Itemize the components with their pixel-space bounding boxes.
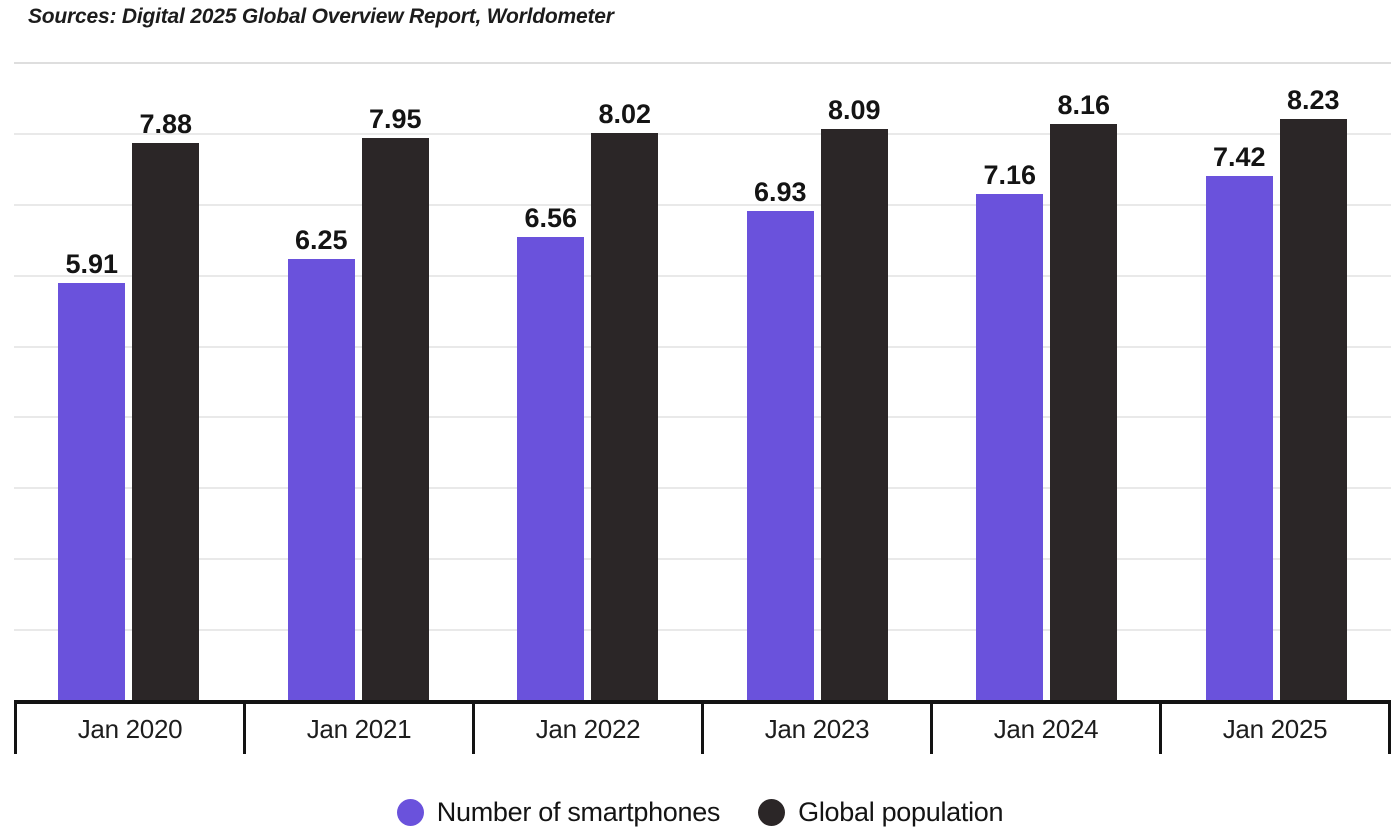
bar-groups: 5.91 7.88 6.25 7.95 6.56 8.02 6.93 8.09 7.16 8.16… <box>14 64 1391 702</box>
bar-global-population[interactable] <box>132 143 200 702</box>
value-label: 7.42 <box>1212 142 1266 173</box>
bar-column: 7.95 <box>361 64 429 702</box>
bar-column: 8.09 <box>820 64 888 702</box>
value-label: 8.02 <box>598 99 652 130</box>
x-axis-label-jan-2023: Jan 2023 <box>701 704 930 754</box>
value-label: 6.93 <box>753 176 807 207</box>
x-axis-label-jan-2021: Jan 2021 <box>243 704 472 754</box>
value-label: 7.16 <box>983 160 1037 191</box>
x-axis-label-jan-2025: Jan 2025 <box>1159 704 1388 754</box>
legend-label: Number of smartphones <box>436 797 721 827</box>
legend-dot-icon <box>758 799 786 826</box>
bar-column: 6.93 <box>746 64 814 702</box>
bar-column: 8.02 <box>591 64 659 702</box>
legend-item-number-of-smartphones[interactable]: Number of smartphones <box>396 797 721 828</box>
legend: Number of smartphones Global population <box>0 797 1400 828</box>
bar-number-of-smartphones[interactable] <box>58 283 126 702</box>
bar-column: 8.23 <box>1279 64 1347 702</box>
bar-global-population[interactable] <box>1279 118 1347 702</box>
gridline <box>14 132 1391 135</box>
plot-area: 5.91 7.88 6.25 7.95 6.56 8.02 6.93 8.09 7.16 8.16… <box>14 62 1391 702</box>
bar-number-of-smartphones[interactable] <box>746 210 814 702</box>
gridline <box>14 487 1391 490</box>
bar-number-of-smartphones[interactable] <box>287 258 355 702</box>
x-axis-label-jan-2024: Jan 2024 <box>930 704 1159 754</box>
x-axis-label-jan-2022: Jan 2022 <box>472 704 701 754</box>
value-label: 8.09 <box>827 94 881 125</box>
bar-column: 8.16 <box>1050 64 1118 702</box>
legend-item-global-population[interactable]: Global population <box>758 797 1004 828</box>
bar-group-jan-2022: 6.56 8.02 <box>473 64 703 702</box>
bar-group-jan-2020: 5.91 7.88 <box>14 64 244 702</box>
bar-number-of-smartphones[interactable] <box>1205 176 1273 702</box>
bar-global-population[interactable] <box>1050 123 1118 702</box>
bar-column: 7.42 <box>1205 64 1273 702</box>
legend-dot-icon <box>396 799 424 826</box>
value-label: 7.95 <box>368 104 422 135</box>
bar-group-jan-2021: 6.25 7.95 <box>244 64 474 702</box>
gridline <box>14 274 1391 277</box>
value-label: 5.91 <box>65 249 119 280</box>
gridline <box>14 203 1391 206</box>
value-label: 6.56 <box>524 202 578 233</box>
bar-group-jan-2025: 7.42 8.23 <box>1162 64 1392 702</box>
bar-global-population[interactable] <box>361 138 429 702</box>
bar-column: 6.25 <box>287 64 355 702</box>
gridline <box>14 416 1391 419</box>
bar-column: 6.56 <box>517 64 585 702</box>
gridline <box>14 558 1391 561</box>
bar-column: 7.16 <box>976 64 1044 702</box>
gridline <box>14 345 1391 348</box>
bar-global-population[interactable] <box>591 133 659 702</box>
value-label: 8.16 <box>1057 89 1111 120</box>
bar-group-jan-2023: 6.93 8.09 <box>703 64 933 702</box>
value-label: 8.23 <box>1286 84 1340 115</box>
x-axis: Jan 2020 Jan 2021 Jan 2022 Jan 2023 Jan 2024… <box>14 700 1391 754</box>
legend-label: Global population <box>798 797 1004 827</box>
bar-global-population[interactable] <box>820 128 888 702</box>
gridline <box>14 629 1391 632</box>
bar-number-of-smartphones[interactable] <box>517 236 585 702</box>
bar-column: 7.88 <box>132 64 200 702</box>
sources-caption: Sources: Digital 2025 Global Overview Re… <box>28 5 614 28</box>
value-label: 7.88 <box>139 109 193 140</box>
value-label: 6.25 <box>294 224 348 255</box>
bar-column: 5.91 <box>58 64 126 702</box>
bar-number-of-smartphones[interactable] <box>976 194 1044 702</box>
bar-group-jan-2024: 7.16 8.16 <box>932 64 1162 702</box>
x-axis-label-jan-2020: Jan 2020 <box>14 704 243 754</box>
